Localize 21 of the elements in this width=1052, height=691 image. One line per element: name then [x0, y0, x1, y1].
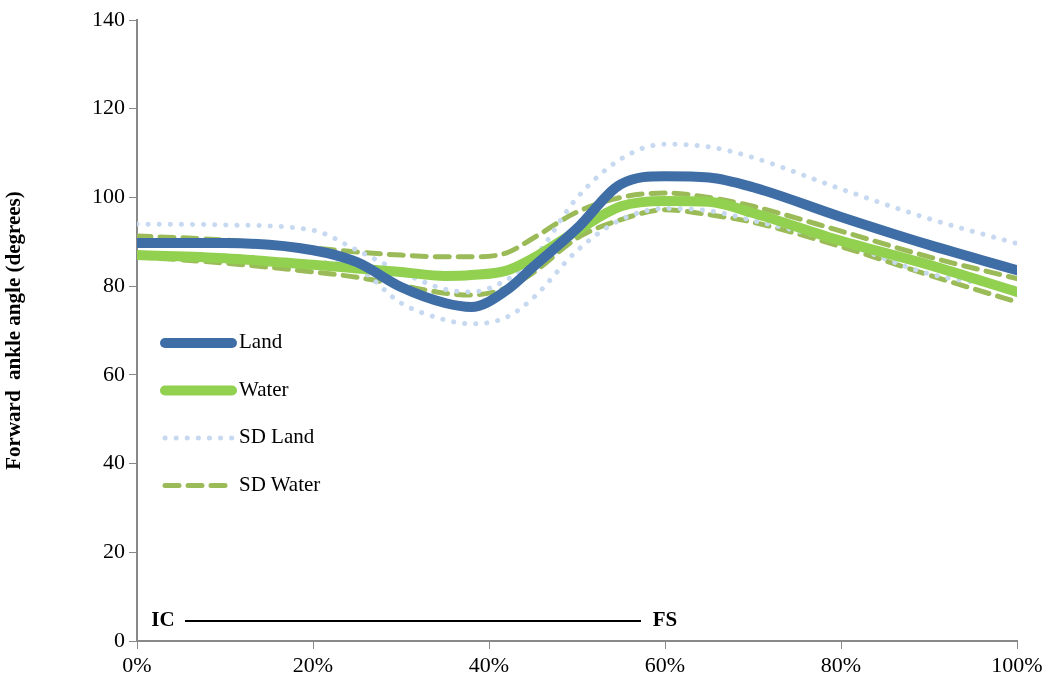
annotation: IC: [151, 607, 175, 632]
legend-label: SD Water: [239, 471, 321, 496]
y-tick-label: 40: [103, 449, 125, 475]
y-tick-label: 80: [103, 271, 125, 297]
annotation: FS: [652, 607, 678, 632]
x-tick-label: 60%: [644, 651, 686, 677]
y-tick-label: 100: [92, 183, 125, 209]
legend-label: Land: [239, 329, 283, 354]
y-tick-label: 0: [114, 626, 125, 652]
y-tick-label: 60: [103, 360, 125, 386]
x-tick-label: 80%: [820, 651, 862, 677]
y-axis-title: Forward ankle angle (degrees): [1, 191, 26, 470]
legend-label: SD Land: [239, 424, 315, 449]
x-tick-label: 100%: [991, 651, 1043, 677]
x-tick-label: 40%: [468, 651, 510, 677]
y-tick-label: 140: [92, 5, 125, 31]
y-tick-label: 120: [92, 94, 125, 120]
legend-label: Water: [239, 376, 289, 401]
y-tick-label: 20: [103, 538, 125, 564]
x-tick-label: 0%: [122, 651, 152, 677]
x-tick-label: 20%: [292, 651, 334, 677]
